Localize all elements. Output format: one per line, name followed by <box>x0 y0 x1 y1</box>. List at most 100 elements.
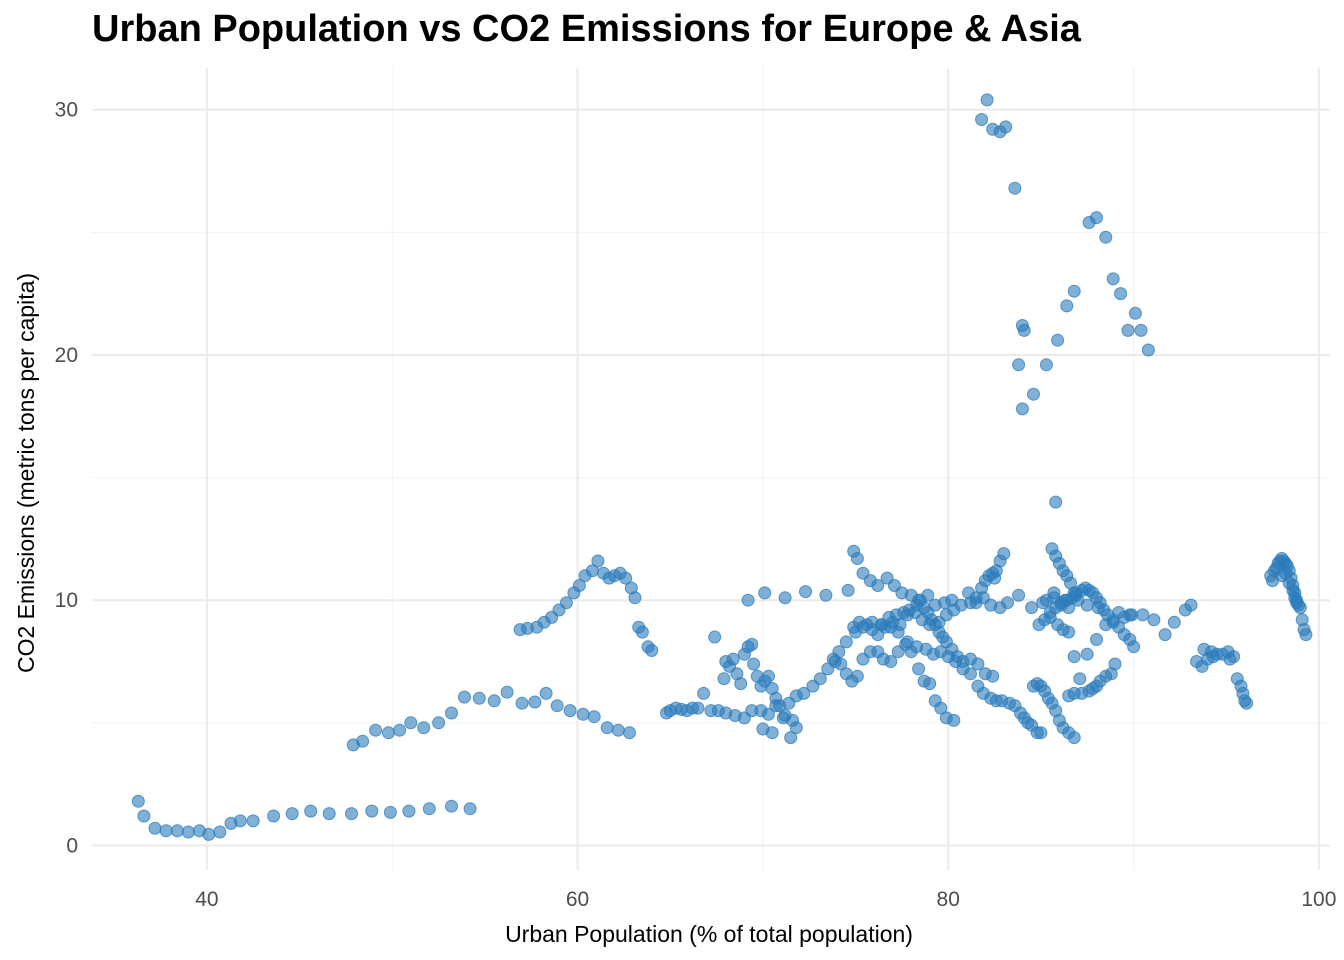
x-tick-label: 40 <box>195 888 218 911</box>
data-point <box>611 723 625 737</box>
data-point <box>432 716 446 730</box>
data-point <box>841 583 855 597</box>
data-point <box>619 571 633 585</box>
data-point <box>1090 633 1103 646</box>
data-point <box>884 655 898 668</box>
data-point <box>997 547 1011 561</box>
data-point <box>988 571 1002 585</box>
data-point <box>947 713 961 727</box>
data-point <box>635 625 649 639</box>
data-point <box>445 799 458 813</box>
data-point <box>1206 650 1220 664</box>
data-point <box>591 554 605 568</box>
data-point <box>784 731 798 745</box>
data-point <box>1136 608 1150 622</box>
data-point <box>1134 323 1148 337</box>
data-point <box>1290 596 1304 610</box>
data-point <box>1127 640 1141 654</box>
x-tick-label: 80 <box>937 888 960 911</box>
data-point <box>1080 647 1094 661</box>
data-point <box>1012 358 1026 372</box>
data-point <box>1128 306 1142 320</box>
data-point <box>778 591 792 605</box>
data-point <box>623 726 636 740</box>
data-point <box>285 807 299 821</box>
data-point <box>934 701 948 715</box>
data-point <box>515 696 529 710</box>
data-point <box>137 809 151 823</box>
data-point <box>789 721 803 735</box>
y-axis-title: CO2 Emissions (metric tons per capita) <box>13 273 39 673</box>
data-point <box>850 552 864 565</box>
data-point <box>148 821 162 835</box>
data-point <box>1240 696 1254 710</box>
data-point <box>1012 588 1026 602</box>
data-point <box>202 827 216 841</box>
data-point <box>356 734 370 748</box>
data-point <box>745 637 759 651</box>
data-point <box>850 669 864 683</box>
data-point <box>213 825 227 839</box>
data-point <box>1051 333 1065 347</box>
data-point <box>1299 628 1313 642</box>
data-point <box>382 726 395 740</box>
data-point <box>697 686 711 700</box>
data-point <box>559 596 573 610</box>
data-point <box>891 625 905 639</box>
data-point <box>923 677 937 691</box>
data-point <box>572 579 586 592</box>
data-point <box>365 804 379 818</box>
data-point <box>1054 596 1068 610</box>
data-point <box>999 120 1013 134</box>
data-point <box>417 721 431 735</box>
data-point <box>1090 211 1103 225</box>
data-point <box>980 93 994 107</box>
data-point <box>458 690 471 704</box>
data-point <box>1223 652 1237 666</box>
data-point <box>1062 625 1076 639</box>
data-point <box>819 588 833 602</box>
data-point <box>445 706 458 720</box>
data-point <box>1039 593 1053 607</box>
data-point <box>402 804 416 818</box>
data-point <box>741 593 755 607</box>
data-point <box>576 707 590 721</box>
data-point <box>369 723 383 737</box>
data-point <box>799 585 812 599</box>
data-point <box>726 652 740 666</box>
data-point <box>708 630 722 644</box>
data-point <box>839 635 853 649</box>
y-tick-label: 30 <box>55 99 78 122</box>
data-point <box>159 824 173 838</box>
grid-lines <box>92 68 1330 870</box>
data-point <box>986 669 1000 683</box>
data-point <box>393 723 407 737</box>
data-point <box>1099 230 1113 244</box>
data-point <box>1008 181 1022 195</box>
data-point <box>912 662 926 676</box>
chart-title: Urban Population vs CO2 Emissions for Eu… <box>92 8 1081 50</box>
data-point <box>600 721 614 735</box>
data-point <box>964 667 977 681</box>
data-point <box>762 669 775 683</box>
data-point <box>975 113 989 126</box>
data-point <box>1034 726 1048 740</box>
data-point <box>834 657 848 671</box>
data-point <box>1114 287 1128 301</box>
data-point <box>734 677 748 691</box>
y-tick-label: 20 <box>55 344 78 367</box>
data-point <box>500 685 514 699</box>
data-point <box>645 644 659 657</box>
data-point <box>528 695 542 709</box>
tick-labels: 40 60 80 100 0 10 20 30 <box>55 99 1337 911</box>
data-point <box>1062 689 1076 703</box>
data-point <box>131 794 145 808</box>
data-point <box>1067 731 1081 745</box>
data-point <box>383 805 397 819</box>
x-tick-label: 60 <box>566 888 589 911</box>
data-point <box>1147 613 1161 627</box>
data-point <box>587 710 601 724</box>
data-point <box>1067 650 1081 664</box>
data-point <box>304 804 318 818</box>
